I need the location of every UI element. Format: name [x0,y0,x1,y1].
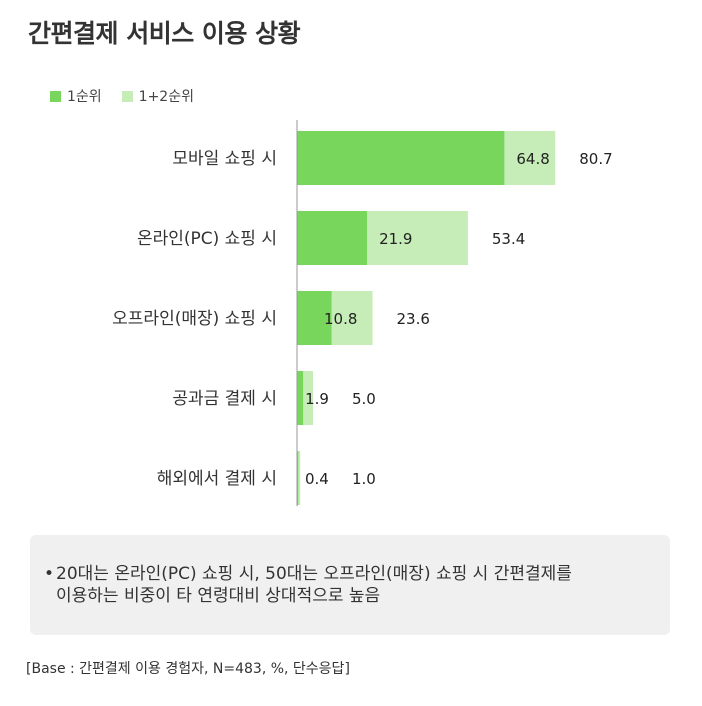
value-label-first-second-2: 23.6 [397,310,430,328]
bar-chart: 모바일 쇼핑 시 64.8 80.7 온라인(PC) 쇼핑 시 21.9 53.4 오프라인… [112,120,613,506]
legend-label-first: 1순위 [67,89,102,105]
value-label-first-1: 21.9 [379,230,412,248]
note-bullet: • [44,564,55,584]
category-label-3: 공과금 결제 시 [172,389,277,409]
legend-swatch-first [50,90,61,102]
value-label-first-3: 1.9 [305,390,329,408]
value-label-first-second-0: 80.7 [579,150,612,168]
value-label-first-second-1: 53.4 [492,230,525,248]
base-note: [Base : 간편결제 이용 경험자, N=483, %, 단수응답] [26,661,350,677]
bar-first-3 [297,371,304,425]
category-label-0: 모바일 쇼핑 시 [172,149,277,169]
value-label-first-second-4: 1.0 [352,470,376,488]
note-box: • 20대는 온라인(PC) 쇼핑 시, 50대는 오프라인(매장) 쇼핑 시 … [30,535,670,635]
chart-title: 간편결제 서비스 이용 상황 [28,19,301,48]
legend-item-first-second: 1+2순위 [121,86,194,106]
value-label-first-4: 0.4 [305,470,329,488]
value-label-first-2: 10.8 [324,310,357,328]
legend-item-first: 1순위 [50,86,102,106]
bar-first-4 [297,451,299,505]
category-label-4: 해외에서 결제 시 [157,469,277,489]
note-text: 20대는 온라인(PC) 쇼핑 시, 50대는 오프라인(매장) 쇼핑 시 간편… [56,564,572,606]
legend: 1순위 1+2순위 [50,86,214,106]
legend-swatch-first-second [121,90,133,102]
bar-first-1 [297,211,368,265]
note: • 20대는 온라인(PC) 쇼핑 시, 50대는 오프라인(매장) 쇼핑 시 … [44,563,572,607]
value-label-first-second-3: 5.0 [352,390,376,408]
bar-first-second-4 [297,451,301,505]
category-label-1: 온라인(PC) 쇼핑 시 [137,229,277,249]
bar-first-2 [297,291,332,345]
category-label-2: 오프라인(매장) 쇼핑 시 [112,309,277,329]
value-label-first-0: 64.8 [516,150,549,168]
legend-label-first-second: 1+2순위 [138,89,194,105]
bar-first-0 [297,131,505,185]
